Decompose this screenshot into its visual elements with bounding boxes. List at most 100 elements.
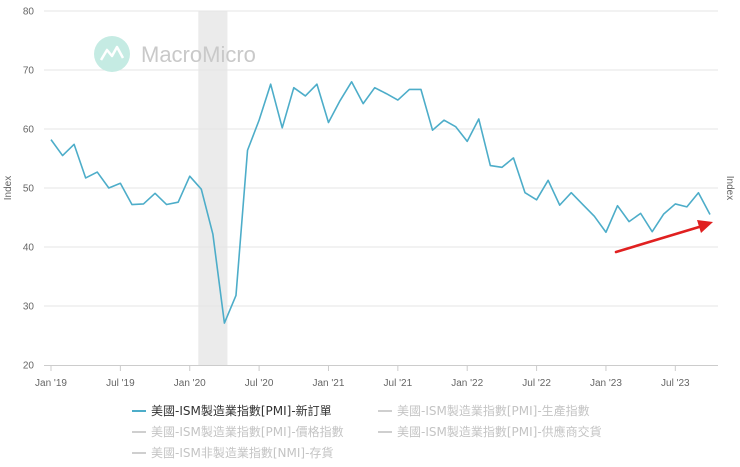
data-point[interactable] — [211, 232, 215, 236]
y-tick-label: 20 — [23, 361, 35, 372]
x-tick-label: Jan '19 — [35, 378, 67, 389]
data-point[interactable] — [176, 200, 180, 204]
data-points — [49, 80, 712, 325]
data-point[interactable] — [188, 174, 192, 178]
data-point[interactable] — [592, 214, 596, 218]
legend-swatch-icon — [378, 430, 392, 433]
data-point[interactable] — [292, 86, 296, 90]
x-tick-label: Jan '20 — [174, 378, 206, 389]
data-point[interactable] — [431, 128, 435, 132]
data-point[interactable] — [118, 181, 122, 185]
data-point[interactable] — [511, 156, 515, 160]
data-point[interactable] — [107, 186, 111, 190]
y-axis-ticks: 20 30 40 50 60 70 80 — [23, 7, 35, 372]
data-point[interactable] — [419, 87, 423, 91]
legend-label: 美國-ISM製造業指數[PMI]-供應商交貨 — [397, 425, 602, 439]
data-point[interactable] — [49, 138, 53, 142]
grid-lines — [44, 10, 718, 307]
data-point[interactable] — [569, 191, 573, 195]
y-axis-right-title: Index — [724, 176, 735, 200]
data-point[interactable] — [558, 203, 562, 207]
data-point[interactable] — [500, 165, 504, 169]
watermark: MacroMicro — [94, 36, 256, 72]
data-point[interactable] — [222, 321, 226, 325]
data-point[interactable] — [650, 230, 654, 234]
data-point[interactable] — [72, 142, 76, 146]
y-axis-title: Index — [3, 176, 14, 200]
x-tick-label: Jul '22 — [522, 378, 551, 389]
y-tick-label: 80 — [23, 7, 35, 18]
legend-item-prices[interactable]: 美國-ISM製造業指數[PMI]-價格指數 — [132, 423, 344, 440]
data-point[interactable] — [581, 203, 585, 207]
data-point[interactable] — [384, 92, 388, 96]
y-tick-label: 40 — [23, 243, 35, 254]
data-point[interactable] — [477, 117, 481, 121]
series-line-new-orders[interactable] — [50, 81, 711, 324]
watermark-logo-mark — [99, 45, 125, 61]
data-point[interactable] — [153, 191, 157, 195]
data-point[interactable] — [396, 98, 400, 102]
data-point[interactable] — [442, 118, 446, 122]
legend-item-production[interactable]: 美國-ISM製造業指數[PMI]-生產指數 — [378, 402, 590, 419]
data-point[interactable] — [662, 212, 666, 216]
x-tick-label: Jul '20 — [245, 378, 274, 389]
data-point[interactable] — [338, 99, 342, 103]
arrow-head-icon — [697, 220, 713, 233]
x-tick-label: Jan '21 — [313, 378, 345, 389]
data-point[interactable] — [696, 191, 700, 195]
data-point[interactable] — [280, 126, 284, 130]
annotation-arrow — [614, 220, 713, 254]
data-point[interactable] — [685, 205, 689, 209]
data-point[interactable] — [165, 203, 169, 207]
data-point[interactable] — [523, 191, 527, 195]
watermark-text: MacroMicro — [141, 42, 256, 67]
x-tick-label: Jul '23 — [661, 378, 690, 389]
legend-item-supplier-deliveries[interactable]: 美國-ISM製造業指數[PMI]-供應商交貨 — [378, 423, 602, 440]
data-point[interactable] — [350, 80, 354, 84]
data-point[interactable] — [246, 148, 250, 152]
data-point[interactable] — [84, 176, 88, 180]
data-point[interactable] — [616, 204, 620, 208]
data-point[interactable] — [269, 82, 273, 86]
x-tick-label: Jan '22 — [451, 378, 483, 389]
x-tick-label: Jul '19 — [106, 378, 135, 389]
data-point[interactable] — [465, 139, 469, 143]
data-point[interactable] — [303, 94, 307, 98]
y-tick-label: 70 — [23, 66, 35, 77]
data-point[interactable] — [326, 121, 330, 125]
data-point[interactable] — [627, 220, 631, 224]
data-point[interactable] — [141, 202, 145, 206]
data-point[interactable] — [257, 118, 261, 122]
data-point[interactable] — [604, 230, 608, 234]
legend-label: 美國-ISM非製造業指數[NMI]-存貨 — [151, 446, 334, 460]
data-point[interactable] — [546, 178, 550, 182]
data-point[interactable] — [315, 82, 319, 86]
y-tick-label: 50 — [23, 184, 35, 195]
legend-swatch-icon — [378, 409, 392, 412]
x-tick-label: Jul '21 — [384, 378, 413, 389]
data-point[interactable] — [234, 293, 238, 297]
data-point[interactable] — [488, 164, 492, 168]
legend-swatch-icon — [132, 409, 146, 412]
legend-label: 美國-ISM製造業指數[PMI]-價格指數 — [151, 425, 344, 439]
data-point[interactable] — [130, 203, 134, 207]
data-point[interactable] — [61, 154, 65, 158]
data-point[interactable] — [407, 87, 411, 91]
y-tick-label: 30 — [23, 302, 35, 313]
data-point[interactable] — [708, 213, 712, 217]
y-tick-label: 60 — [23, 125, 35, 136]
data-point[interactable] — [373, 86, 377, 90]
x-axis-ticks: Jan '19 Jul '19 Jan '20 Jul '20 Jan '21 Jul '… — [35, 365, 690, 389]
legend-item-inventories[interactable]: 美國-ISM非製造業指數[NMI]-存貨 — [132, 444, 333, 461]
data-point[interactable] — [199, 187, 203, 191]
data-point[interactable] — [673, 202, 677, 206]
data-point[interactable] — [361, 102, 365, 106]
legend-swatch-icon — [132, 430, 146, 433]
data-point[interactable] — [95, 170, 99, 174]
data-point[interactable] — [535, 198, 539, 202]
data-point[interactable] — [639, 211, 643, 215]
data-point[interactable] — [454, 125, 458, 129]
arrow-shaft — [614, 225, 701, 254]
legend-item-new-orders[interactable]: 美國-ISM製造業指數[PMI]-新訂單 — [132, 402, 332, 419]
